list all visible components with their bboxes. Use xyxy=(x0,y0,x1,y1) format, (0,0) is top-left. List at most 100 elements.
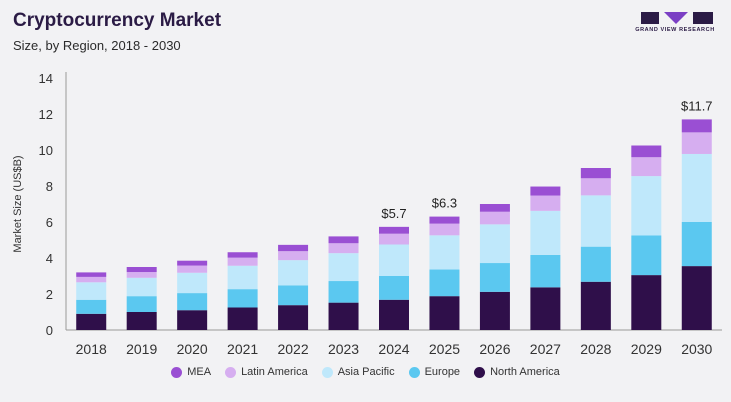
bar-segment-north-america xyxy=(177,310,208,330)
legend-label-europe: Europe xyxy=(424,366,461,378)
x-tick-label: 2020 xyxy=(177,341,208,357)
chart-legend: MEA Latin America Asia Pacific Europe No… xyxy=(0,366,731,378)
bar-segment-mea xyxy=(126,267,157,273)
x-tick-label: 2027 xyxy=(530,341,561,357)
bar-segment-latin-america xyxy=(681,132,712,154)
bar-segment-asia-pacific xyxy=(379,244,409,276)
data-label: $11.7 xyxy=(681,98,713,113)
y-axis-label: Market Size (US$B) xyxy=(12,155,24,252)
bar-segment-asia-pacific xyxy=(328,253,359,282)
y-tick-label: 10 xyxy=(39,143,53,158)
bar-segment-latin-america xyxy=(631,157,662,177)
bar-segment-mea xyxy=(177,260,208,266)
bar-segment-mea xyxy=(631,145,662,158)
legend-swatch-latin-america xyxy=(225,366,237,378)
bar-segment-latin-america xyxy=(278,251,309,261)
bar-segment-europe xyxy=(379,276,409,300)
bar-segment-europe xyxy=(580,246,611,282)
x-tick-label: 2026 xyxy=(479,341,510,357)
bar-segment-asia-pacific xyxy=(479,224,510,264)
bar-segment-latin-america xyxy=(379,233,409,245)
bar-segment-north-america xyxy=(479,291,510,330)
bar-segment-asia-pacific xyxy=(76,282,107,300)
bar-segment-mea xyxy=(278,244,309,252)
bar-segment-europe xyxy=(126,296,157,312)
bar-segment-asia-pacific xyxy=(126,277,157,297)
y-tick-label: 0 xyxy=(46,323,53,338)
y-tick-label: 8 xyxy=(46,179,53,194)
bar-segment-asia-pacific xyxy=(631,176,662,236)
legend-item-asia-pacific: Asia Pacific xyxy=(321,366,395,378)
bar-segment-mea xyxy=(227,252,258,258)
legend-swatch-asia-pacific xyxy=(321,366,333,378)
bar-segment-europe xyxy=(479,263,510,292)
bar-segment-latin-america xyxy=(429,223,460,236)
bar-segment-north-america xyxy=(681,266,712,330)
bar-segment-latin-america xyxy=(580,178,611,196)
bar-segment-mea xyxy=(328,236,359,244)
bar-segment-europe xyxy=(681,222,712,267)
y-tick-label: 4 xyxy=(46,251,53,266)
x-tick-label: 2024 xyxy=(378,341,409,357)
chart-title: Cryptocurrency Market xyxy=(13,10,222,31)
grand-view-research-logo xyxy=(641,12,713,24)
bar-segment-north-america xyxy=(126,312,157,330)
x-tick-label: 2028 xyxy=(580,341,611,357)
bar-segment-asia-pacific xyxy=(177,272,208,294)
legend-swatch-north-america xyxy=(474,366,486,378)
bar-segment-asia-pacific xyxy=(580,195,611,247)
logo-text: GRAND VIEW RESEARCH xyxy=(635,27,715,33)
bar-segment-asia-pacific xyxy=(429,235,460,270)
chart-subtitle: Size, by Region, 2018 - 2030 xyxy=(13,38,181,53)
bar-segment-europe xyxy=(429,269,460,297)
bar-segment-north-america xyxy=(328,302,359,330)
x-tick-label: 2025 xyxy=(429,341,460,357)
legend-label-asia-pacific: Asia Pacific xyxy=(337,366,395,378)
legend-label-mea: MEA xyxy=(187,366,212,378)
legend-item-mea: MEA xyxy=(171,366,211,378)
bar-segment-europe xyxy=(227,289,258,308)
bar-segment-north-america xyxy=(227,307,258,330)
x-tick-label: 2029 xyxy=(631,341,662,357)
x-tick-label: 2021 xyxy=(227,341,258,357)
bar-segment-asia-pacific xyxy=(530,210,561,255)
legend-label-latin-america: Latin America xyxy=(241,366,308,378)
bar-segment-latin-america xyxy=(328,243,359,254)
bar-segment-europe xyxy=(76,299,107,314)
x-tick-label: 2019 xyxy=(126,341,157,357)
bar-segment-latin-america xyxy=(227,257,258,266)
x-tick-label: 2018 xyxy=(76,341,107,357)
bar-segment-europe xyxy=(328,281,359,303)
bar-segment-mea xyxy=(379,226,409,234)
legend-item-europe: Europe xyxy=(408,366,461,378)
bar-segment-mea xyxy=(76,272,107,277)
x-tick-label: 2030 xyxy=(681,341,712,357)
bar-segment-latin-america xyxy=(530,195,561,211)
y-tick-label: 14 xyxy=(39,71,53,86)
bar-segment-asia-pacific xyxy=(227,265,258,290)
legend-label-north-america: North America xyxy=(490,366,560,378)
y-tick-label: 2 xyxy=(46,287,53,302)
bar-segment-north-america xyxy=(278,305,309,330)
bar-segment-mea xyxy=(580,168,611,179)
bar-segment-latin-america xyxy=(479,211,510,225)
bar-segment-europe xyxy=(530,254,561,288)
y-tick-label: 12 xyxy=(39,107,53,122)
bar-segment-north-america xyxy=(580,281,611,330)
legend-swatch-europe xyxy=(408,366,420,378)
bar-segment-mea xyxy=(681,119,712,133)
bar-segment-north-america xyxy=(379,299,409,330)
legend-item-latin-america: Latin America xyxy=(225,366,308,378)
bar-segment-north-america xyxy=(530,287,561,330)
data-label: $6.3 xyxy=(432,196,457,211)
bar-segment-europe xyxy=(278,285,309,306)
data-label: $5.7 xyxy=(381,206,406,221)
bar-segment-latin-america xyxy=(126,272,157,278)
bar-segment-north-america xyxy=(631,275,662,330)
y-tick-label: 6 xyxy=(46,215,53,230)
legend-swatch-mea xyxy=(171,366,183,378)
bar-segment-north-america xyxy=(429,296,460,330)
bar-segment-north-america xyxy=(76,313,107,330)
bar-segment-mea xyxy=(479,204,510,212)
